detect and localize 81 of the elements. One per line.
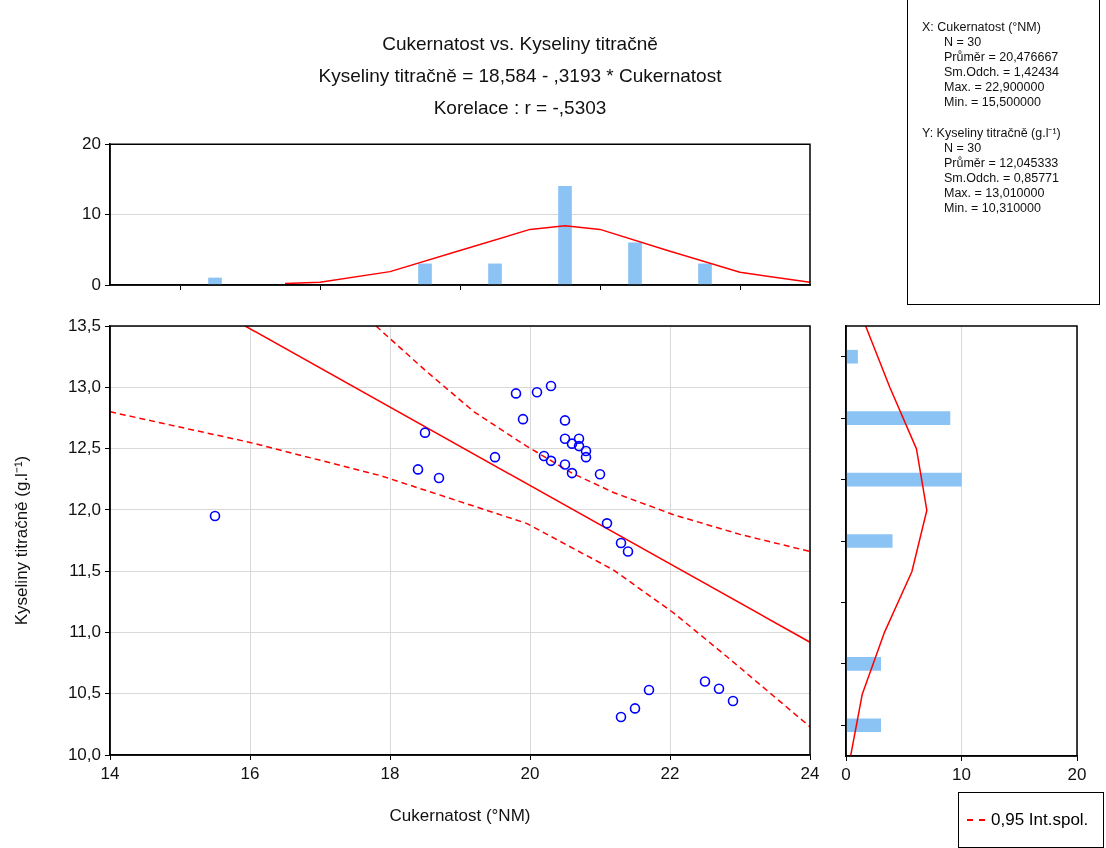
point (615, 711, 627, 723)
text: Sm.Odch. = 0,85771 (943, 171, 1060, 186)
text: N = 30 (943, 35, 983, 50)
y-tick-label: 20 (82, 133, 101, 153)
text: Min. = 10,310000 (943, 201, 1042, 216)
x-axis-title: Cukernatost (°NM) (389, 806, 531, 826)
point (510, 388, 522, 399)
y-tick-label: 11,5 (69, 560, 101, 580)
bar (846, 718, 881, 733)
bar (698, 263, 712, 285)
point (643, 684, 655, 696)
point (580, 451, 592, 463)
point (433, 472, 445, 484)
text: Průměr = 20,476667 (943, 50, 1060, 65)
text: Max. = 22,900000 (943, 80, 1046, 95)
y-tick-label: 13,5 (67, 315, 101, 335)
point (538, 450, 550, 462)
bar (846, 657, 881, 671)
chart-title: Cukernatost vs. Kyseliny titračně (381, 32, 659, 56)
bar (558, 186, 572, 285)
x-tick-label: 14 (100, 763, 120, 783)
x-tick-label: 24 (800, 763, 820, 783)
bar (488, 263, 502, 285)
x-tick-label: 10 (952, 764, 971, 784)
text: Y: Kyseliny titračně (g.l⁻¹) (922, 126, 1062, 141)
text: Min. = 15,500000 (943, 95, 1042, 110)
point (713, 683, 725, 695)
x-tick-label: 20 (520, 763, 540, 783)
text: X: Cukernatost (°NM) (922, 20, 1042, 35)
point (573, 440, 585, 452)
y-tick-label: 10,0 (67, 744, 101, 764)
x-tick-label: 20 (1067, 764, 1087, 784)
bar (846, 472, 962, 487)
text: Max. = 13,010000 (943, 186, 1046, 201)
text: N = 30 (943, 141, 983, 156)
line-series (110, 411, 810, 728)
point (559, 459, 571, 470)
bar (846, 349, 858, 364)
point (629, 703, 641, 714)
point (531, 386, 543, 398)
line-series (375, 326, 810, 553)
chart-subtitle: Kyseliny titračně = 18,584 - ,3193 * Cukernatost (317, 64, 723, 88)
point (545, 455, 557, 467)
text: Korelace : r = -,5303 (432, 96, 608, 120)
text: Sm.Odch. = 1,42434 (943, 65, 1060, 80)
point (594, 469, 606, 480)
y-tick-label: 10 (82, 204, 101, 224)
point (559, 415, 571, 426)
x-tick-label: 16 (240, 763, 260, 783)
bar (418, 263, 432, 285)
y-tick-label: 12,0 (67, 499, 101, 519)
point (573, 433, 585, 445)
point (412, 464, 424, 475)
point (566, 438, 578, 449)
x-tick-label: 0 (841, 764, 851, 784)
point (489, 451, 501, 463)
y-tick-label: 11,0 (69, 622, 101, 642)
text: Průměr = 12,045333 (943, 156, 1060, 171)
point (699, 676, 711, 687)
y-tick-label: 0 (91, 274, 101, 294)
bar (846, 534, 893, 548)
point (727, 695, 739, 707)
point (580, 445, 592, 457)
point (601, 518, 613, 529)
y-tick-label: 12,5 (67, 438, 101, 458)
x-tick-label: 22 (660, 763, 680, 783)
y-tick-label: 13,0 (67, 376, 101, 396)
point (566, 467, 578, 479)
point (517, 413, 529, 425)
point (615, 537, 627, 549)
x-tick-label: 18 (380, 763, 400, 783)
bar (628, 242, 642, 285)
y-axis-title: Kyseliny titračně (g.l⁻¹) (11, 455, 31, 626)
point (209, 510, 221, 522)
point (622, 546, 634, 557)
bar (846, 411, 951, 425)
point (559, 433, 571, 445)
point (545, 380, 557, 392)
point (419, 427, 431, 438)
y-tick-label: 10,5 (67, 683, 101, 703)
legend-label: 0,95 Int.spol. (991, 810, 1089, 830)
